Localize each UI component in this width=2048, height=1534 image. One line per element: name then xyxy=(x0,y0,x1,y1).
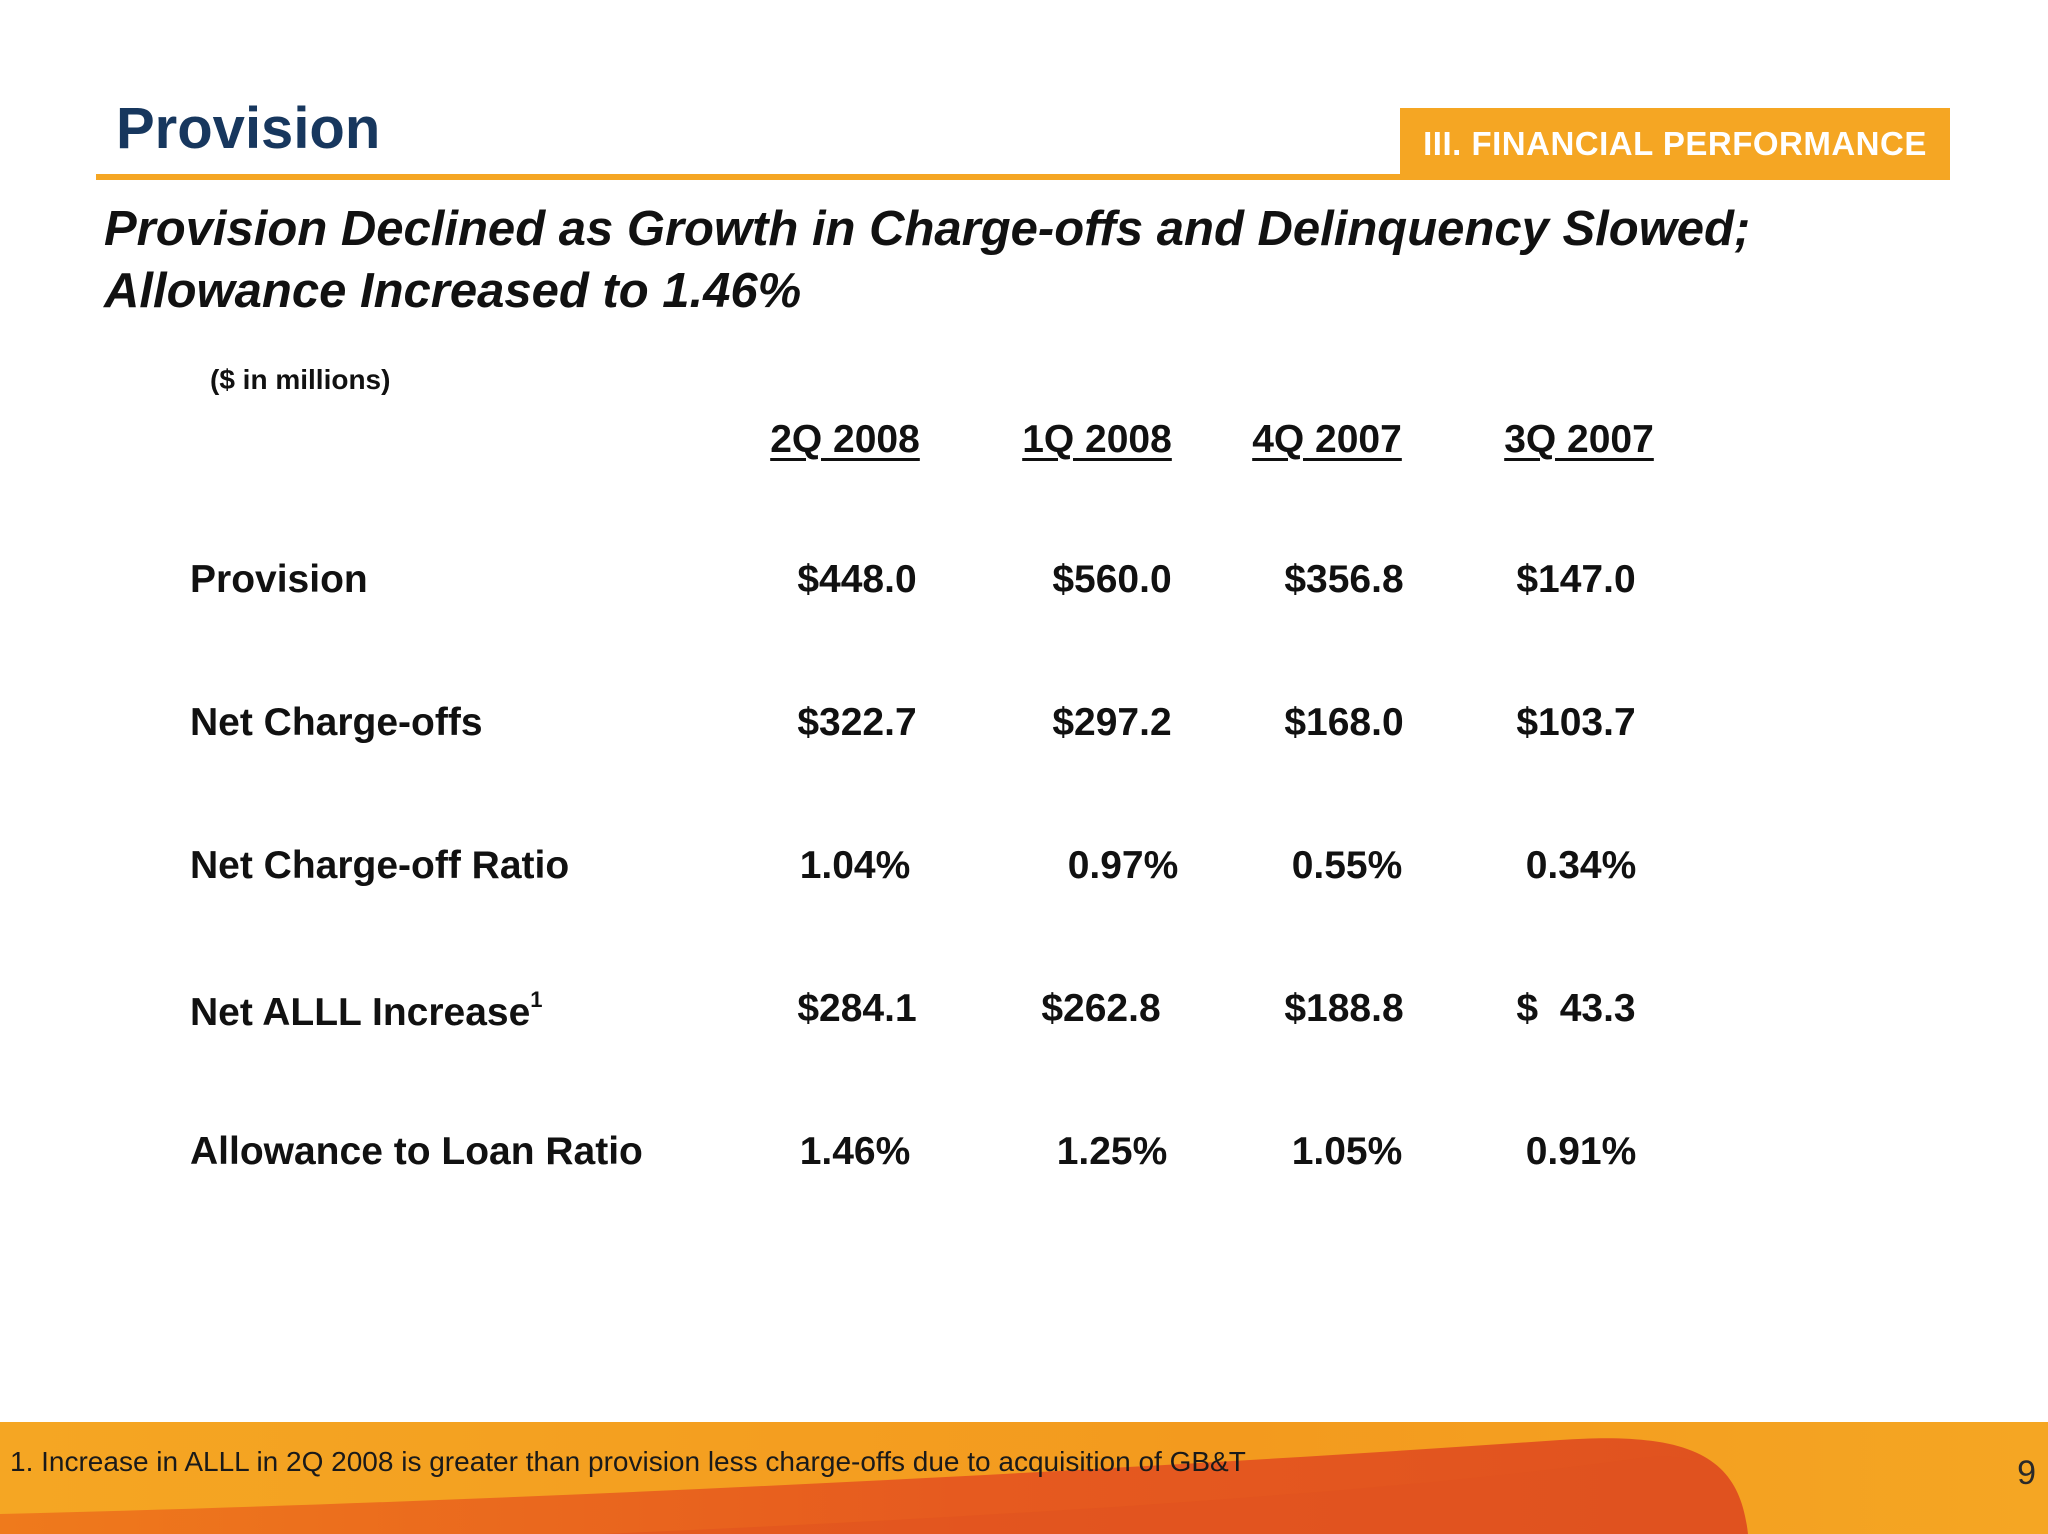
section-badge: III. FINANCIAL PERFORMANCE xyxy=(1400,108,1950,180)
table-cell: $147.0 xyxy=(1516,558,1636,601)
table-cell: $188.8 xyxy=(1284,987,1404,1030)
table-cell: 1.04% xyxy=(799,844,911,887)
table-cell: $284.1 xyxy=(797,987,917,1030)
subtitle-line-1: Provision Declined as Growth in Charge-o… xyxy=(104,202,1751,256)
row-label-text: Allowance to Loan Ratio xyxy=(190,1130,643,1173)
table-cell: 0.55% xyxy=(1291,844,1403,887)
row-label-text: Net ALLL Increase xyxy=(190,991,531,1034)
table-cell: 1.46% xyxy=(799,1130,911,1173)
column-header-1q-2008: 1Q 2008 xyxy=(1022,418,1172,461)
row-label-text: Provision xyxy=(190,558,368,601)
title-underline-rule xyxy=(96,174,1950,180)
column-header-4q-2007: 4Q 2007 xyxy=(1252,418,1402,461)
slide-subtitle: Provision Declined as Growth in Charge-o… xyxy=(104,198,1964,322)
row-label-net-charge-off-ratio: Net Charge-off Ratio xyxy=(190,844,569,888)
table-cell: $297.2 xyxy=(1052,701,1172,744)
column-header-2q-2008: 2Q 2008 xyxy=(770,418,920,461)
row-label-text: Net Charge-offs xyxy=(190,701,483,744)
table-cell: $356.8 xyxy=(1284,558,1404,601)
footnote-text: 1. Increase in ALLL in 2Q 2008 is greate… xyxy=(10,1446,1246,1477)
table-cell: $322.7 xyxy=(797,701,917,744)
table-cell: 0.91% xyxy=(1525,1130,1637,1173)
table-cell: $262.8 xyxy=(1041,987,1161,1030)
row-label-net-alll-increase: Net ALLL Increase1 xyxy=(190,987,543,1035)
row-label-allowance-to-loan-ratio: Allowance to Loan Ratio xyxy=(190,1130,643,1174)
table-cell: $103.7 xyxy=(1516,701,1636,744)
table-cell: 1.05% xyxy=(1291,1130,1403,1173)
table-cell: 1.25% xyxy=(1056,1130,1168,1173)
table-cell: $560.0 xyxy=(1052,558,1172,601)
page-number: 9 xyxy=(2017,1454,2036,1492)
subtitle-line-2: Allowance Increased to 1.46% xyxy=(104,264,802,318)
footnote-marker: 1 xyxy=(530,987,543,1012)
row-label-text: Net Charge-off Ratio xyxy=(190,844,570,887)
row-label-provision: Provision xyxy=(190,558,368,602)
table-cell: 0.97% xyxy=(1067,844,1179,887)
column-header-3q-2007: 3Q 2007 xyxy=(1504,418,1654,461)
footer-band xyxy=(0,1422,2048,1534)
table-cell: 0.34% xyxy=(1525,844,1637,887)
row-label-net-charge-offs: Net Charge-offs xyxy=(190,701,483,745)
table-cell: $ 43.3 xyxy=(1516,987,1636,1030)
units-note: ($ in millions) xyxy=(210,364,391,395)
table-cell: $448.0 xyxy=(797,558,917,601)
footer-swoosh-graphic xyxy=(0,1422,2048,1534)
table-cell: $168.0 xyxy=(1284,701,1404,744)
page-title: Provision xyxy=(116,96,381,161)
